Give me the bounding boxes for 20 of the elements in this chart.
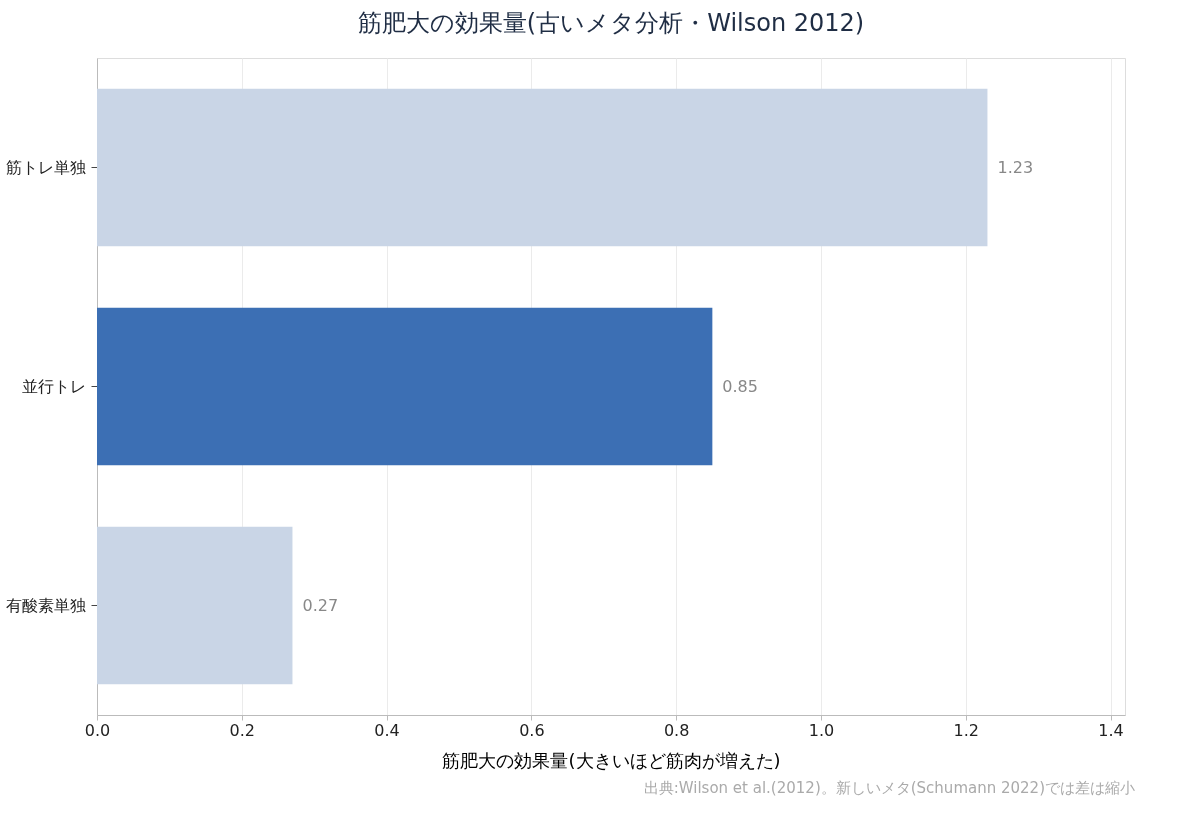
y-tick-label: 筋トレ単独 xyxy=(5,157,86,177)
y-tick-label: 有酸素単独 xyxy=(5,595,86,615)
x-tick-label: 1.4 xyxy=(1098,720,1124,740)
bar xyxy=(97,307,713,466)
x-tick-label: 0.2 xyxy=(229,720,256,740)
x-axis-title: 筋肥大の効果量(大きいほど筋肉が増えた) xyxy=(442,749,781,771)
data-label: 0.27 xyxy=(302,595,339,615)
data-label: 0.85 xyxy=(722,376,758,396)
x-tick-label: 0.8 xyxy=(663,720,690,740)
x-tick-label: 1.0 xyxy=(808,720,835,740)
x-tick-label: 1.2 xyxy=(953,720,979,740)
bar xyxy=(97,526,293,685)
y-tick-label: 並行トレ xyxy=(21,376,86,396)
chart-title: 筋肥大の効果量(古いメタ分析・Wilson 2012) xyxy=(357,9,865,37)
data-label: 1.23 xyxy=(997,157,1034,177)
source-note: 出典:Wilson et al.(2012)。新しいメタ(Schumann 2022)では差は縮小 xyxy=(643,779,1135,797)
x-tick-label: 0.6 xyxy=(519,720,545,740)
x-tick-label: 0.4 xyxy=(374,720,400,740)
x-tick-label: 0.0 xyxy=(84,720,111,740)
bar xyxy=(97,88,988,247)
